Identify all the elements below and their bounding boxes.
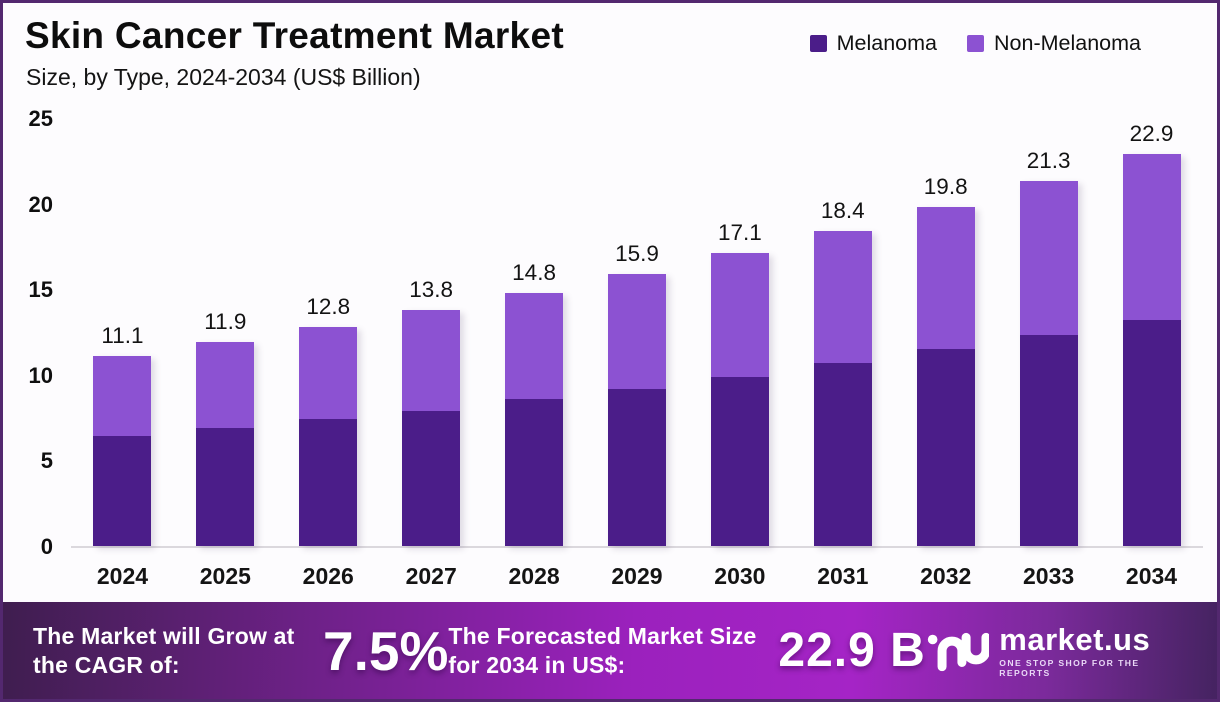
bar-2032 [916, 207, 975, 546]
legend-item-melanoma: Melanoma [809, 31, 938, 56]
x-axis-label-2026: 2026 [302, 563, 354, 589]
bar-segment-non-melanoma [93, 355, 152, 437]
bar-segment-non-melanoma [916, 207, 975, 350]
cagr-label: The Market will Grow at the CAGR of: [33, 622, 295, 678]
bar-segment-melanoma [813, 362, 872, 546]
bar-group-2030: 17.1 2030 [688, 120, 791, 589]
cagr-value: 7.5% [323, 619, 449, 682]
bar-total-label: 17.1 [717, 220, 762, 246]
bar-group-2032: 19.8 2032 [894, 120, 997, 589]
bar-segment-non-melanoma [402, 309, 461, 411]
bar-2034 [1122, 153, 1181, 546]
brand-block: market.us ONE STOP SHOP FOR THE REPORTS [926, 624, 1193, 678]
x-axis-label-2029: 2029 [611, 563, 663, 589]
x-axis-label-2034: 2034 [1125, 563, 1178, 589]
bar-segment-melanoma [916, 349, 975, 546]
page-subtitle: Size, by Type, 2024-2034 (US$ Billion) [26, 64, 421, 90]
legend-item-non-melanoma: Non-Melanoma [967, 31, 1141, 56]
y-axis: 0 5 10 15 20 25 [3, 106, 53, 559]
bar-total-label: 11.1 [101, 322, 144, 348]
bar-total-label: 12.8 [306, 293, 351, 319]
bar-total-label: 18.4 [820, 198, 865, 224]
forecast-label: The Forecasted Market Size for 2034 in U… [448, 622, 757, 678]
y-axis-tick: 25 [28, 106, 53, 131]
plot-area: 11.1 2024 11.9 2025 12.8 2026 13.8 2027 14.8 2028… [71, 120, 1203, 589]
bar-segment-non-melanoma [505, 292, 564, 399]
bar-segment-non-melanoma [299, 326, 358, 420]
chart-legend: Melanoma Non-Melanoma [809, 31, 1141, 56]
x-axis-label-2033: 2033 [1023, 563, 1075, 589]
legend-swatch-icon [967, 35, 985, 52]
legend-swatch-icon [809, 35, 827, 52]
bar-2030 [710, 253, 769, 546]
bar-segment-melanoma [710, 376, 769, 546]
bar-segment-non-melanoma [813, 231, 872, 363]
bar-group-2034: 22.9 2034 [1100, 120, 1203, 589]
x-axis-label-2032: 2032 [920, 563, 972, 589]
bar-segment-melanoma [607, 388, 666, 546]
bar-2025 [196, 342, 255, 546]
bar-segment-non-melanoma [196, 342, 255, 428]
bar-total-label: 21.3 [1026, 148, 1071, 174]
brand-text: market.us ONE STOP SHOP FOR THE REPORTS [999, 624, 1193, 678]
y-axis-tick: 20 [28, 191, 53, 217]
forecast-value: 22.9 B [778, 624, 926, 677]
x-axis-label-2025: 2025 [199, 563, 251, 589]
bar-group-2029: 15.9 2029 [586, 120, 689, 589]
bar-total-label: 11.9 [204, 309, 247, 335]
bar-total-label: 22.9 [1129, 120, 1174, 146]
bar-group-2031: 18.4 2031 [791, 120, 894, 589]
x-axis-label-2027: 2027 [405, 563, 457, 589]
bar-segment-melanoma [1019, 335, 1078, 546]
bar-total-label: 15.9 [615, 240, 659, 266]
bar-segment-melanoma [299, 419, 358, 546]
brand-name: market.us [999, 621, 1151, 657]
x-axis-label-2024: 2024 [96, 563, 149, 589]
brand-tagline: ONE STOP SHOP FOR THE REPORTS [999, 657, 1140, 678]
y-axis-tick: 10 [28, 362, 53, 388]
bar-segment-melanoma [505, 398, 564, 546]
x-axis-label-2030: 2030 [714, 563, 766, 589]
footer-banner: The Market will Grow at the CAGR of: 7.5… [3, 602, 1217, 699]
bar-2026 [299, 326, 358, 546]
bar-2031 [813, 231, 872, 546]
legend-label: Non-Melanoma [994, 31, 1141, 55]
bar-segment-melanoma [402, 410, 461, 546]
bar-segment-melanoma [196, 427, 255, 546]
bar-group-2033: 21.3 2033 [997, 120, 1100, 589]
y-axis-tick: 15 [28, 277, 53, 303]
bar-2028 [505, 292, 564, 546]
bar-segment-melanoma [1122, 320, 1181, 546]
bar-segment-non-melanoma [710, 253, 769, 377]
bar-2027 [402, 309, 461, 546]
bar-total-label: 13.8 [409, 276, 454, 302]
bar-2024 [93, 355, 152, 546]
bar-total-label: 14.8 [512, 259, 556, 285]
bar-group-2028: 14.8 2028 [483, 120, 586, 589]
y-axis-tick: 0 [40, 534, 53, 559]
bar-total-label: 19.8 [923, 174, 968, 200]
bar-group-2026: 12.8 2026 [277, 120, 380, 589]
bar-group-2024: 11.1 2024 [71, 120, 174, 589]
bar-2033 [1019, 181, 1078, 546]
bar-group-2027: 13.8 2027 [380, 120, 483, 589]
legend-label: Melanoma [836, 31, 938, 55]
x-axis-label-2028: 2028 [508, 563, 560, 589]
bar-segment-melanoma [93, 436, 152, 546]
bar-group-2025: 11.9 2025 [174, 120, 277, 589]
bar-segment-non-melanoma [1019, 181, 1078, 336]
bar-2029 [607, 273, 666, 546]
y-axis-tick: 5 [40, 448, 53, 474]
page-title: Skin Cancer Treatment Market [25, 15, 564, 56]
x-axis-label-2031: 2031 [817, 563, 869, 589]
market-us-logo-icon [927, 632, 990, 671]
bar-segment-non-melanoma [607, 273, 666, 389]
bar-segment-non-melanoma [1122, 153, 1181, 321]
